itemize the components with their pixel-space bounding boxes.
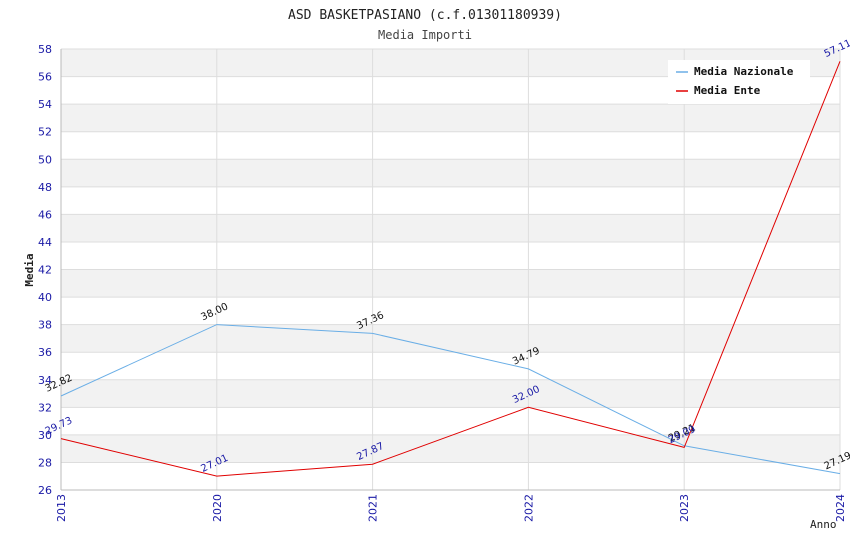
grid-band xyxy=(61,186,840,215)
legend: Media Nazionale Media Ente xyxy=(668,60,810,104)
grid-band xyxy=(61,434,840,463)
y-tick-label: 50 xyxy=(38,153,52,166)
y-tick-label: 52 xyxy=(38,126,52,139)
y-tick-label: 40 xyxy=(38,291,52,304)
chart-title: ASD BASKETPASIANO (c.f.01301180939) xyxy=(288,8,562,23)
grid-lines xyxy=(60,48,841,491)
chart-subtitle: Media Importi xyxy=(378,28,472,42)
x-tick-label: 2013 xyxy=(55,494,68,522)
x-axis-ticks: 2013 2020 2021 2022 2023 2024 xyxy=(55,494,847,522)
grid-band xyxy=(61,241,840,270)
x-tick-label: 2020 xyxy=(211,494,224,522)
x-tick-label: 2021 xyxy=(367,494,380,522)
y-tick-label: 36 xyxy=(38,346,52,359)
grid-band xyxy=(61,159,840,187)
y-axis-ticks: 26 28 30 32 34 36 38 40 42 44 46 48 50 52 54 56 58 xyxy=(38,43,52,497)
series-line-media-ente xyxy=(60,61,841,477)
y-tick-label: 48 xyxy=(38,181,52,194)
y-tick-label: 26 xyxy=(38,484,52,497)
y-tick-label: 44 xyxy=(38,236,52,249)
series-line-media-nazionale xyxy=(60,324,841,475)
grid-band xyxy=(61,324,840,353)
grid-band xyxy=(61,352,840,380)
y-tick-label: 30 xyxy=(38,429,52,442)
y-tick-label: 46 xyxy=(38,208,52,221)
x-tick-label: 2022 xyxy=(522,494,535,522)
grid-band xyxy=(61,407,840,435)
y-tick-label: 28 xyxy=(38,456,52,469)
grid-band xyxy=(61,462,840,490)
grid-band xyxy=(61,104,840,132)
legend-box xyxy=(668,60,810,104)
y-tick-label: 54 xyxy=(38,98,52,111)
legend-entry-media-ente: Media Ente xyxy=(694,84,761,97)
grid-band xyxy=(61,379,840,408)
grid-band xyxy=(61,131,840,160)
x-axis-label: Anno xyxy=(810,518,837,531)
y-tick-label: 58 xyxy=(38,43,52,56)
legend-entry-media-nazionale: Media Nazionale xyxy=(694,65,794,78)
y-axis-label: Media xyxy=(23,253,36,286)
x-tick-label: 2023 xyxy=(678,494,691,522)
y-tick-label: 38 xyxy=(38,319,52,332)
y-tick-label: 42 xyxy=(38,264,52,277)
y-tick-label: 56 xyxy=(38,71,52,84)
y-tick-label: 34 xyxy=(38,374,52,387)
y-tick-label: 32 xyxy=(38,401,52,414)
grid-band xyxy=(61,269,840,298)
series-lines xyxy=(60,61,841,477)
grid-band xyxy=(61,214,840,242)
x-tick-label: 2024 xyxy=(834,494,847,522)
grid-band xyxy=(61,297,840,325)
